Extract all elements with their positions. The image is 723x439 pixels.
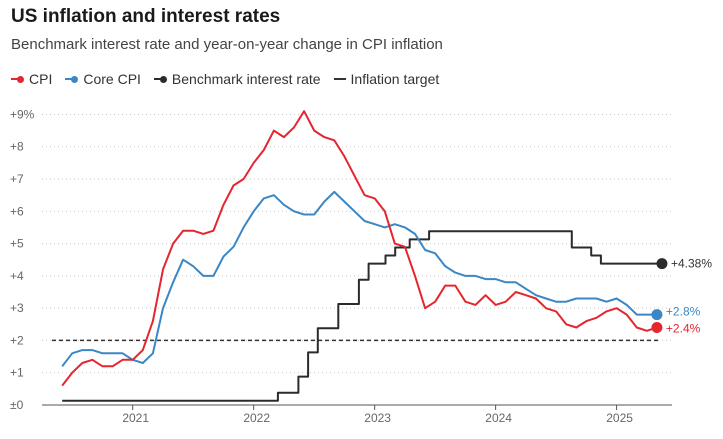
benchmark-rate-end-label: +4.38%: [671, 257, 712, 271]
y-tick-label: +3: [10, 301, 24, 315]
benchmark-rate-line: [62, 230, 662, 402]
x-tick-label: 2022: [243, 411, 270, 425]
legend-item-core-cpi: Core CPI: [65, 71, 141, 87]
legend-label-benchmark-rate: Benchmark interest rate: [171, 71, 321, 87]
x-tick-label: 2024: [485, 411, 512, 425]
y-tick-label: ±0: [10, 398, 24, 412]
core-cpi-legend-icon: [65, 75, 79, 83]
y-tick-label: +4: [10, 269, 24, 283]
x-tick-label: 2023: [364, 411, 391, 425]
x-tick-label: 2025: [606, 411, 633, 425]
core-cpi-end-dot: [651, 309, 663, 321]
legend: CPI Core CPI Benchmark interest rate Inf…: [11, 71, 452, 87]
cpi-line: [61, 110, 658, 387]
legend-label-core-cpi: Core CPI: [83, 71, 141, 87]
benchmark-rate-legend-icon: [153, 75, 167, 83]
core-cpi-end-label: +2.8%: [666, 305, 701, 319]
chart-title: US inflation and interest rates: [11, 6, 281, 27]
y-tick-label: +7: [10, 172, 24, 186]
y-tick-label: +1: [10, 366, 24, 380]
core-cpi-line: [61, 190, 657, 367]
legend-item-cpi: CPI: [11, 71, 52, 87]
dashed-line-legend-icon: [333, 78, 346, 80]
x-tick-label: 2021: [122, 411, 149, 425]
y-tick-label: +8: [10, 140, 24, 154]
cpi-legend-icon: [11, 75, 24, 83]
chart-subtitle: Benchmark interest rate and year-on-year…: [11, 36, 443, 53]
y-tick-label: +9%: [10, 107, 35, 121]
legend-item-inflation-target: Inflation target: [333, 71, 440, 87]
cpi-end-label: +2.4%: [666, 322, 701, 336]
legend-label-inflation-target: Inflation target: [350, 71, 440, 87]
legend-item-benchmark-rate: Benchmark interest rate: [153, 71, 321, 87]
y-tick-label: +5: [10, 237, 24, 251]
y-tick-label: +2: [10, 333, 24, 347]
y-tick-label: +6: [10, 204, 24, 218]
legend-label-cpi: CPI: [29, 71, 53, 87]
cpi-end-dot: [651, 322, 663, 334]
benchmark-rate-end-dot: [656, 258, 668, 270]
